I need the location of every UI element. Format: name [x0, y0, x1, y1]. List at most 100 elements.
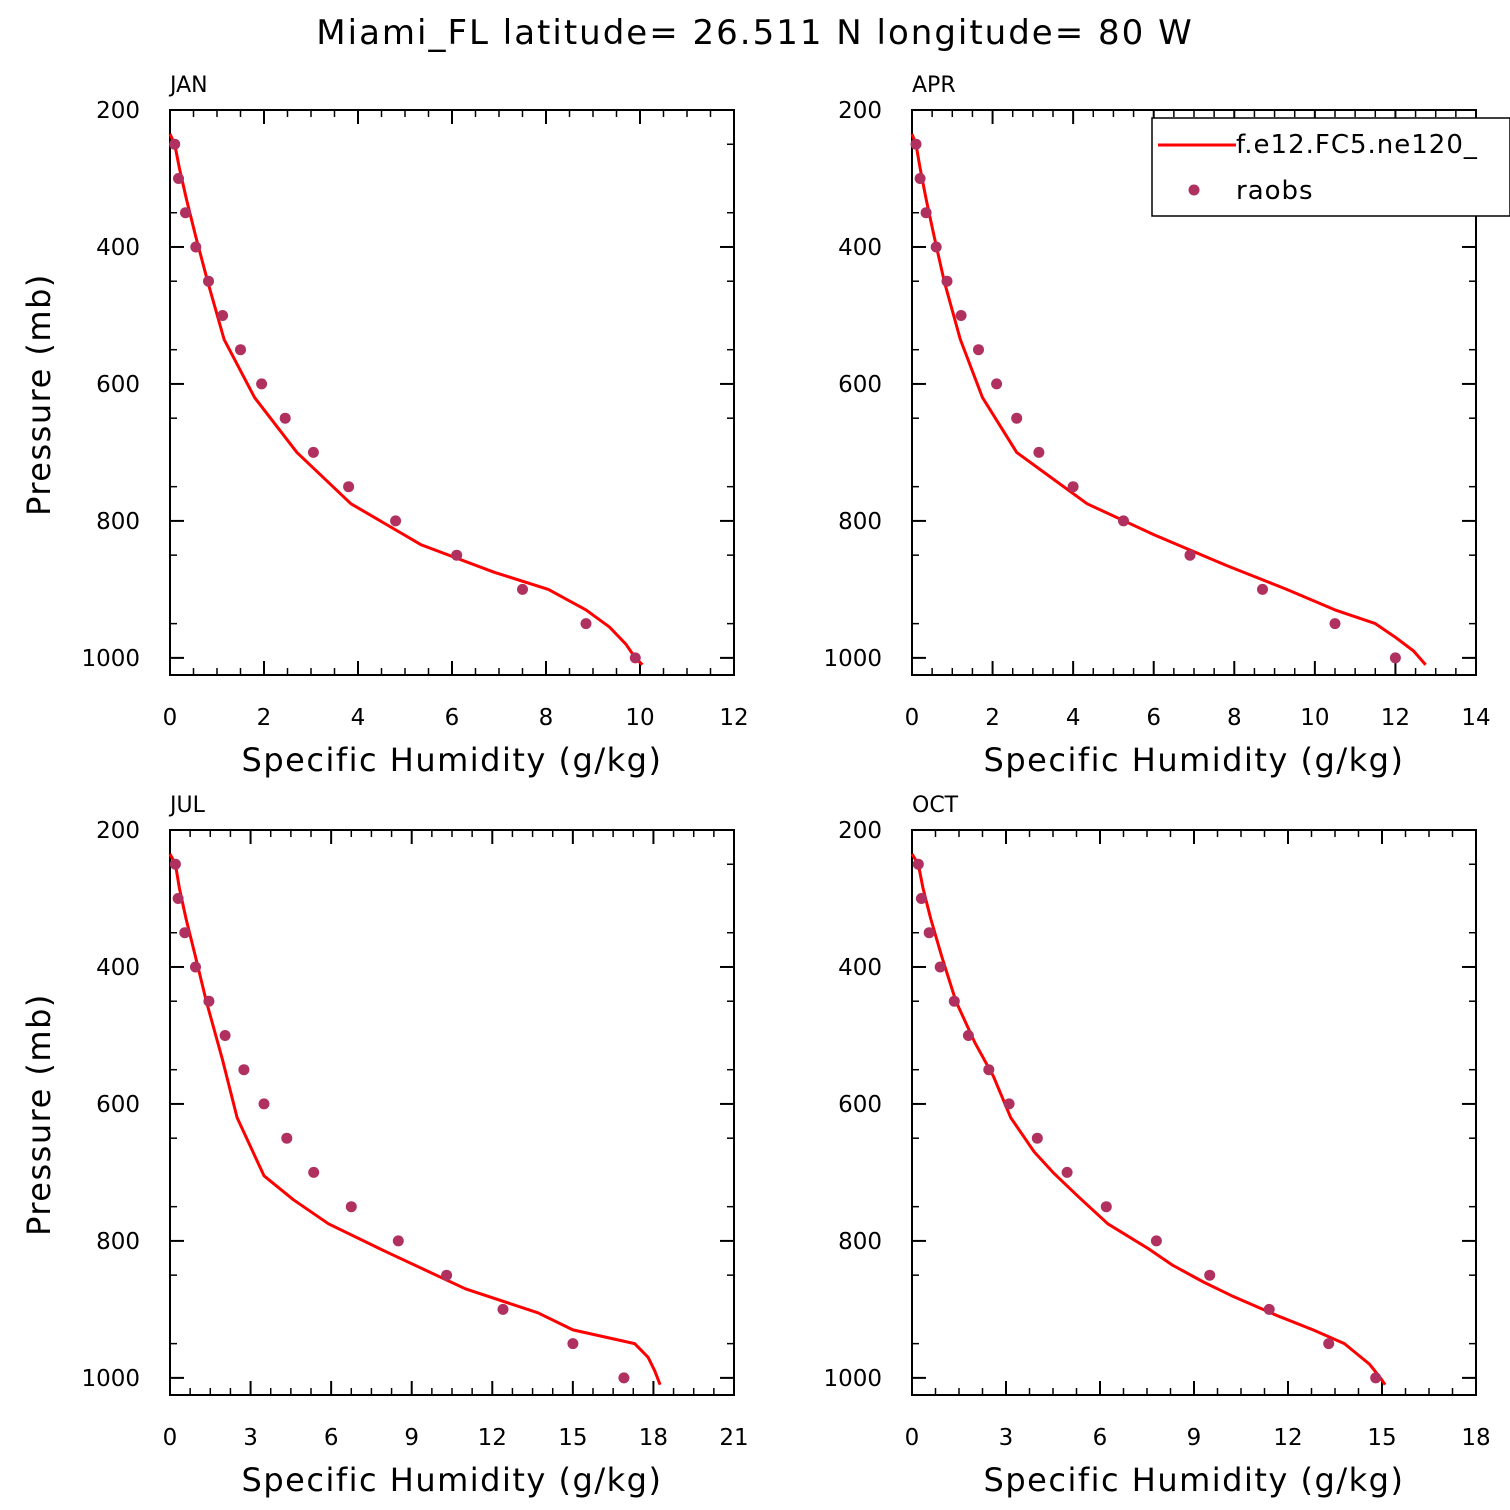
y-tick-label: 800 [96, 1229, 140, 1255]
x-tick-label: 9 [1187, 1425, 1202, 1451]
x-tick-label: 2 [257, 705, 272, 731]
raobs-point [1033, 446, 1045, 458]
raobs-point [962, 1030, 974, 1041]
x-tick-label: 0 [163, 1425, 178, 1451]
x-tick-label: 3 [243, 1425, 258, 1451]
raobs-point [392, 1235, 404, 1247]
y-tick-label: 1000 [81, 1366, 140, 1392]
panel-jan: JAN 0 2 4 6 8 10 12 200 400 600 800 1000 Specific Hum… [20, 73, 749, 779]
figure-title: Miami_FL latitude= 26.511 N longitude= 8… [316, 13, 1193, 53]
raobs-point [941, 275, 953, 287]
raobs-point [258, 1098, 270, 1110]
x-tick-label: 15 [558, 1425, 587, 1451]
model-profile-line [910, 133, 1427, 666]
legend-obs-label: raobs [1236, 176, 1314, 206]
panel-apr: APR 0 2 4 6 8 10 12 14 200 400 600 800 1000 Specific H… [823, 73, 1490, 779]
x-tick-label: 18 [639, 1425, 668, 1451]
y-tick-label: 200 [96, 818, 140, 844]
raobs-point [219, 1030, 231, 1041]
x-axis-label: Specific Humidity (g/kg) [984, 1461, 1405, 1499]
raobs-point [497, 1303, 509, 1315]
x-tick-label: 12 [1381, 705, 1410, 731]
x-tick-label: 0 [905, 1425, 920, 1451]
raobs-point [451, 549, 463, 561]
model-profile-line [168, 133, 644, 666]
raobs-point [235, 344, 246, 356]
panel-label: JAN [168, 73, 208, 98]
x-tick-label: 6 [445, 705, 460, 731]
x-axis-label: Specific Humidity (g/kg) [242, 741, 663, 779]
raobs-point [173, 173, 184, 184]
x-tick-label: 3 [999, 1425, 1014, 1451]
y-tick-label: 800 [96, 509, 140, 535]
panel-label: APR [912, 73, 956, 98]
panel-label: OCT [912, 793, 959, 818]
raobs-point [1389, 652, 1401, 664]
x-tick-label: 12 [1273, 1425, 1302, 1451]
raobs-point [1323, 1338, 1335, 1350]
x-tick-label: 15 [1367, 1425, 1396, 1451]
raobs-point [1061, 1166, 1073, 1178]
raobs-point [203, 995, 215, 1007]
raobs-point [915, 893, 927, 904]
y-tick-label: 200 [838, 98, 882, 124]
raobs-point [1257, 583, 1268, 595]
y-axis-label: Pressure (mb) [20, 993, 58, 1236]
raobs-point [190, 241, 202, 253]
raobs-point [343, 481, 355, 493]
legend-box [1151, 117, 1510, 217]
raobs-point [1329, 618, 1341, 630]
raobs-point [345, 1201, 357, 1213]
y-tick-label: 800 [838, 1229, 882, 1255]
y-tick-label: 600 [838, 1092, 882, 1118]
x-tick-label: 9 [404, 1425, 419, 1451]
y-tick-label: 400 [96, 955, 140, 981]
raobs-point [912, 858, 924, 870]
y-tick-label: 400 [838, 235, 882, 261]
raobs-point [1204, 1269, 1216, 1281]
x-tick-label: 0 [905, 705, 920, 731]
x-tick-label: 10 [625, 705, 654, 731]
raobs-point [983, 1064, 995, 1076]
raobs-point [238, 1064, 250, 1076]
raobs-point [920, 207, 932, 219]
x-tick-label: 8 [1227, 705, 1242, 731]
raobs-point [279, 412, 291, 424]
raobs-point [910, 138, 922, 150]
raobs-point [1370, 1372, 1382, 1384]
raobs-point [1067, 481, 1079, 493]
y-axis-label: Pressure (mb) [20, 273, 58, 516]
raobs-point [217, 310, 229, 321]
panel-jul: JUL 0 3 6 9 12 15 18 21 200 400 600 800 1000 Specific … [20, 793, 749, 1499]
raobs-point [618, 1372, 630, 1384]
raobs-point [203, 275, 214, 287]
x-tick-label: 4 [351, 705, 366, 731]
x-tick-label: 6 [1146, 705, 1161, 731]
raobs-point [1003, 1098, 1015, 1110]
raobs-point [1150, 1235, 1162, 1247]
y-tick-label: 600 [96, 372, 140, 398]
raobs-point [948, 995, 960, 1007]
x-tick-label: 21 [719, 1425, 748, 1451]
raobs-point [629, 652, 641, 664]
raobs-point [567, 1338, 579, 1350]
y-tick-label: 200 [838, 818, 882, 844]
raobs-point [1263, 1303, 1275, 1315]
raobs-point [1184, 549, 1196, 561]
x-tick-label: 12 [719, 705, 748, 731]
y-tick-label: 1000 [81, 646, 140, 672]
raobs-point [169, 138, 181, 150]
legend-model-label: f.e12.FC5.ne120_ [1236, 130, 1478, 160]
y-tick-label: 800 [838, 509, 882, 535]
model-profile-line [168, 853, 662, 1386]
x-tick-label: 12 [478, 1425, 507, 1451]
y-tick-label: 600 [96, 1092, 140, 1118]
x-axis-label: Specific Humidity (g/kg) [242, 1461, 663, 1499]
raobs-point [441, 1269, 453, 1281]
x-tick-label: 6 [1093, 1425, 1108, 1451]
raobs-point [308, 1166, 320, 1178]
raobs-point [1031, 1132, 1043, 1144]
